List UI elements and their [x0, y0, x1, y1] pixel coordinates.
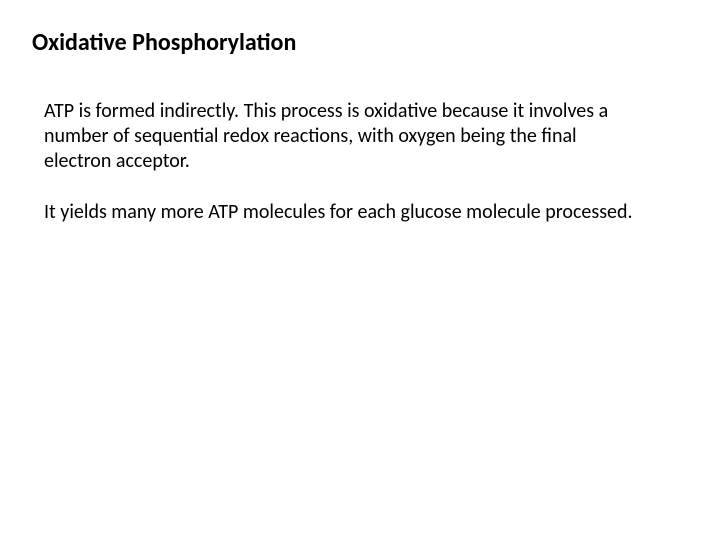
slide-body: ATP is formed indirectly. This process i…: [44, 99, 648, 225]
slide-title: Oxidative Phosphorylation: [32, 28, 688, 57]
paragraph-1: ATP is formed indirectly. This process i…: [44, 99, 648, 174]
paragraph-2: It yields many more ATP molecules for ea…: [44, 200, 648, 225]
